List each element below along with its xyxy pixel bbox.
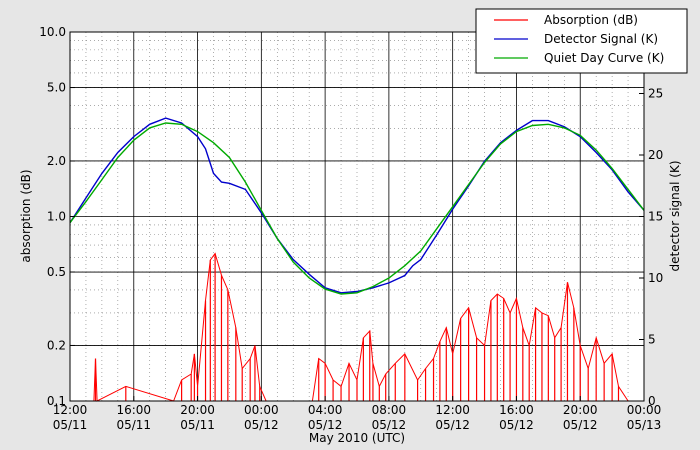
y-left-tick-label: 0.1 (47, 394, 66, 408)
series-line-absorption-db (93, 252, 629, 402)
y-left-tick-label: 0.5 (47, 265, 66, 279)
x-tick-label-date: 05/12 (244, 418, 279, 432)
x-tick-label-date: 05/11 (53, 418, 88, 432)
x-tick-label-time: 08:00 (372, 403, 407, 417)
x-tick-label-time: 12:00 (53, 403, 88, 417)
y-left-axis-label: absorption (dB) (19, 169, 33, 262)
axes: 0.10.20.51.02.05.010.0051015202512:0005/… (39, 25, 663, 432)
series-layer (69, 117, 645, 402)
x-tick-label-date: 05/13 (627, 418, 662, 432)
y-right-tick-label: 5 (648, 333, 656, 347)
y-right-axis-label: detector signal (K) (668, 160, 682, 271)
legend: Absorption (dB) Detector Signal (K) Quiet … (475, 8, 688, 74)
y-right-tick-label: 0 (648, 394, 656, 408)
y-left-tick-label: 5.0 (47, 81, 66, 95)
x-tick-label-time: 00:00 (244, 403, 279, 417)
y-left-tick-label: 2.0 (47, 154, 66, 168)
x-tick-label-date: 05/12 (499, 418, 534, 432)
x-tick-label-time: 20:00 (563, 403, 598, 417)
y-left-tick-label: 10.0 (39, 25, 66, 39)
x-tick-label-date: 05/12 (435, 418, 470, 432)
x-tick-label-time: 00:00 (627, 403, 662, 417)
y-right-tick-label: 10 (648, 271, 663, 285)
x-tick-label-time: 04:00 (308, 403, 343, 417)
x-tick-label-time: 20:00 (180, 403, 215, 417)
y-right-tick-label: 25 (648, 87, 663, 101)
x-tick-label-time: 16:00 (499, 403, 534, 417)
legend-label: Detector Signal (K) (544, 32, 658, 46)
legend-label: Quiet Day Curve (K) (544, 51, 664, 65)
x-axis-label: May 2010 (UTC) (309, 431, 405, 445)
x-tick-label-date: 05/11 (180, 418, 215, 432)
series-line-detector-signal-k (69, 117, 645, 294)
x-tick-label-date: 05/12 (372, 418, 407, 432)
y-right-tick-label: 15 (648, 210, 663, 224)
x-tick-label-date: 05/12 (563, 418, 598, 432)
grid (69, 31, 645, 402)
x-tick-label-time: 12:00 (435, 403, 470, 417)
series-line-quiet-day-curve-k (69, 122, 645, 295)
legend-label: Absorption (dB) (544, 13, 638, 27)
y-left-tick-label: 0.2 (47, 338, 66, 352)
y-left-tick-label: 1.0 (47, 210, 66, 224)
x-tick-label-date: 05/11 (116, 418, 151, 432)
x-tick-label-date: 05/12 (308, 418, 343, 432)
x-tick-label-time: 16:00 (116, 403, 151, 417)
y-right-tick-label: 20 (648, 148, 663, 162)
